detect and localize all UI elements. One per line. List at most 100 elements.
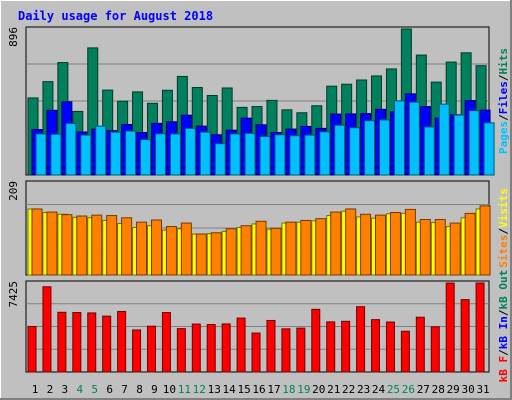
legend-entry-hits: Hits — [497, 48, 510, 75]
bar-pages-day-29: Pages 29: 368 — [453, 114, 465, 176]
legend-entry-: / — [497, 74, 510, 81]
bar-pages-day-25: Pages 25: 455 — [393, 100, 405, 176]
x-tick-label-day-20: 20 — [312, 383, 325, 396]
bar-sites-day-5: Sites 5: 136 — [91, 214, 103, 276]
legend-panel3: kB F/kB In/kB Out — [497, 270, 510, 383]
bar-sites-day-20: Sites 20: 128 — [315, 218, 327, 276]
x-tick-label-day-7: 7 — [121, 383, 128, 396]
x-tick-label-day-29: 29 — [447, 383, 460, 396]
bar-pages-day-31: Pages 31: 320 — [483, 122, 495, 176]
x-tick-label-day-15: 15 — [237, 383, 250, 396]
bar-pages-day-1: Pages 1: 252 — [35, 133, 47, 176]
x-tick-label-day-5: 5 — [91, 383, 98, 396]
bar-sites-day-7: Sites 7: 130 — [121, 217, 133, 276]
bar-pages-day-5: Pages 5: 300 — [95, 125, 107, 176]
x-tick-label-day-18: 18 — [282, 383, 295, 396]
bar-sites-day-30: Sites 30: 140 — [464, 212, 476, 276]
bar-sites-day-21: Sites 21: 143 — [330, 211, 342, 276]
x-tick-label-day-4: 4 — [76, 383, 83, 396]
bar-pages-day-22: Pages 22: 290 — [349, 127, 361, 176]
x-tick-label-day-25: 25 — [387, 383, 400, 396]
legend-entry-: / — [497, 228, 510, 235]
bar-kb-f-day-21: kB F 21: 4180 — [326, 321, 336, 373]
chart-panel-1: 896Hits 1: 473Hits 2: 573Hits 3: 690Hits… — [7, 26, 495, 176]
bar-sites-day-14: Sites 14: 105 — [225, 228, 237, 276]
chart-panels: 896Hits 1: 473Hits 2: 573Hits 3: 690Hits… — [7, 26, 495, 373]
x-tick-label-day-6: 6 — [106, 383, 113, 396]
bar-kb-f-day-6: kB F 6: 4660 — [102, 315, 112, 373]
legend-entry-: / — [497, 309, 510, 316]
x-tick-label-day-27: 27 — [417, 383, 430, 396]
legend-entry-kb-in: kB In — [497, 316, 510, 349]
bar-kb-f-day-23: kB F 23: 5450 — [356, 306, 366, 373]
x-tick-label-day-23: 23 — [357, 383, 370, 396]
chart-panel-2: 209Visits 1: 150Visits 2: 142Visits 3: 1… — [7, 180, 491, 276]
bar-sites-day-19: Sites 19: 124 — [300, 219, 312, 276]
bar-kb-f-day-31: kB F 31: 7650 — [475, 282, 485, 373]
bar-pages-day-13: Pages 13: 192 — [214, 143, 226, 176]
bar-sites-day-9: Sites 9: 125 — [150, 219, 162, 276]
bar-pages-day-17: Pages 17: 247 — [274, 134, 286, 176]
bar-pages-day-27: Pages 27: 295 — [423, 126, 435, 176]
legend-entry-: / — [497, 349, 510, 356]
bar-kb-f-day-8: kB F 8: 3510 — [132, 329, 142, 373]
bar-pages-day-23: Pages 23: 333 — [364, 120, 376, 176]
bar-kb-f-day-29: kB F 29: 7420 — [445, 282, 455, 373]
x-tick-label-day-30: 30 — [462, 383, 475, 396]
x-axis: 1 2 3 4 5 6 7 8 9 10 11 12 13 14 15 16 17 18 19 20 21 22 23 24 2… — [32, 383, 490, 396]
y-max-label: 896 — [7, 27, 20, 47]
bar-sites-day-11: Sites 11: 118 — [180, 222, 192, 276]
x-tick-label-day-22: 22 — [342, 383, 355, 396]
bar-kb-f-day-2: kB F 2: 7110 — [42, 286, 52, 373]
legend-panel2: Sites/Visits — [497, 188, 510, 268]
bar-kb-f-day-16: kB F 16: 3250 — [251, 332, 261, 373]
bar-kb-f-day-22: kB F 22: 4230 — [341, 320, 351, 373]
bar-sites-day-3: Sites 3: 137 — [61, 214, 73, 276]
bar-pages-day-28: Pages 28: 435 — [438, 103, 450, 176]
bar-pages-day-12: Pages 12: 263 — [199, 131, 211, 176]
bar-sites-day-6: Sites 6: 135 — [106, 215, 118, 276]
x-tick-label-day-16: 16 — [252, 383, 265, 396]
bar-kb-f-day-9: kB F 9: 3820 — [146, 325, 156, 373]
bar-kb-f-day-26: kB F 26: 3400 — [400, 330, 410, 373]
x-tick-label-day-17: 17 — [267, 383, 280, 396]
bar-kb-f-day-1: kB F 1: 3800 — [27, 325, 37, 373]
bar-sites-day-23: Sites 23: 138 — [360, 213, 372, 276]
legend-panel1: Pages/Files/Hits — [497, 48, 510, 154]
x-tick-label-day-28: 28 — [432, 383, 445, 396]
bar-pages-day-15: Pages 15: 255 — [244, 132, 256, 176]
bar-kb-f-day-3: kB F 3: 4980 — [57, 311, 67, 373]
bar-kb-f-day-11: kB F 11: 3620 — [176, 328, 186, 373]
legend-entry-files: Files — [497, 81, 510, 114]
bar-kb-f-day-25: kB F 25: 4170 — [385, 321, 395, 373]
legend-entry-kb-f: kB F — [497, 356, 510, 383]
bar-pages-day-21: Pages 21: 305 — [334, 124, 346, 176]
bar-sites-day-26: Sites 26: 149 — [404, 208, 416, 276]
legend-entry-: / — [497, 114, 510, 121]
bar-pages-day-9: Pages 9: 253 — [154, 133, 166, 176]
x-tick-label-day-11: 11 — [178, 383, 191, 396]
x-tick-label-day-10: 10 — [163, 383, 176, 396]
bar-pages-day-19: Pages 19: 245 — [304, 134, 316, 176]
bar-sites-day-12: Sites 12: 93 — [195, 233, 207, 276]
x-tick-label-day-13: 13 — [208, 383, 221, 396]
bar-sites-day-2: Sites 2: 143 — [46, 211, 58, 276]
bar-kb-f-day-14: kB F 14: 4010 — [221, 323, 231, 373]
bar-kb-f-day-27: kB F 27: 4570 — [415, 316, 425, 373]
x-tick-label-day-14: 14 — [223, 383, 237, 396]
bar-pages-day-26: Pages 26: 447 — [408, 101, 420, 176]
bar-sites-day-10: Sites 10: 110 — [165, 226, 177, 276]
bar-pages-day-7: Pages 7: 270 — [125, 130, 137, 176]
bar-pages-day-4: Pages 4: 245 — [80, 134, 92, 176]
bar-kb-f-day-19: kB F 19: 3660 — [296, 327, 306, 373]
bar-sites-day-16: Sites 16: 122 — [255, 220, 267, 276]
legend-entry-kb-out: kB Out — [497, 270, 510, 310]
bar-kb-f-day-5: kB F 5: 4930 — [87, 312, 97, 373]
x-tick-label-day-21: 21 — [327, 383, 340, 396]
bar-sites-day-13: Sites 13: 96 — [210, 232, 222, 276]
x-tick-label-day-3: 3 — [62, 383, 69, 396]
bar-pages-day-11: Pages 11: 286 — [184, 127, 196, 176]
bar-sites-day-24: Sites 24: 136 — [375, 214, 387, 276]
